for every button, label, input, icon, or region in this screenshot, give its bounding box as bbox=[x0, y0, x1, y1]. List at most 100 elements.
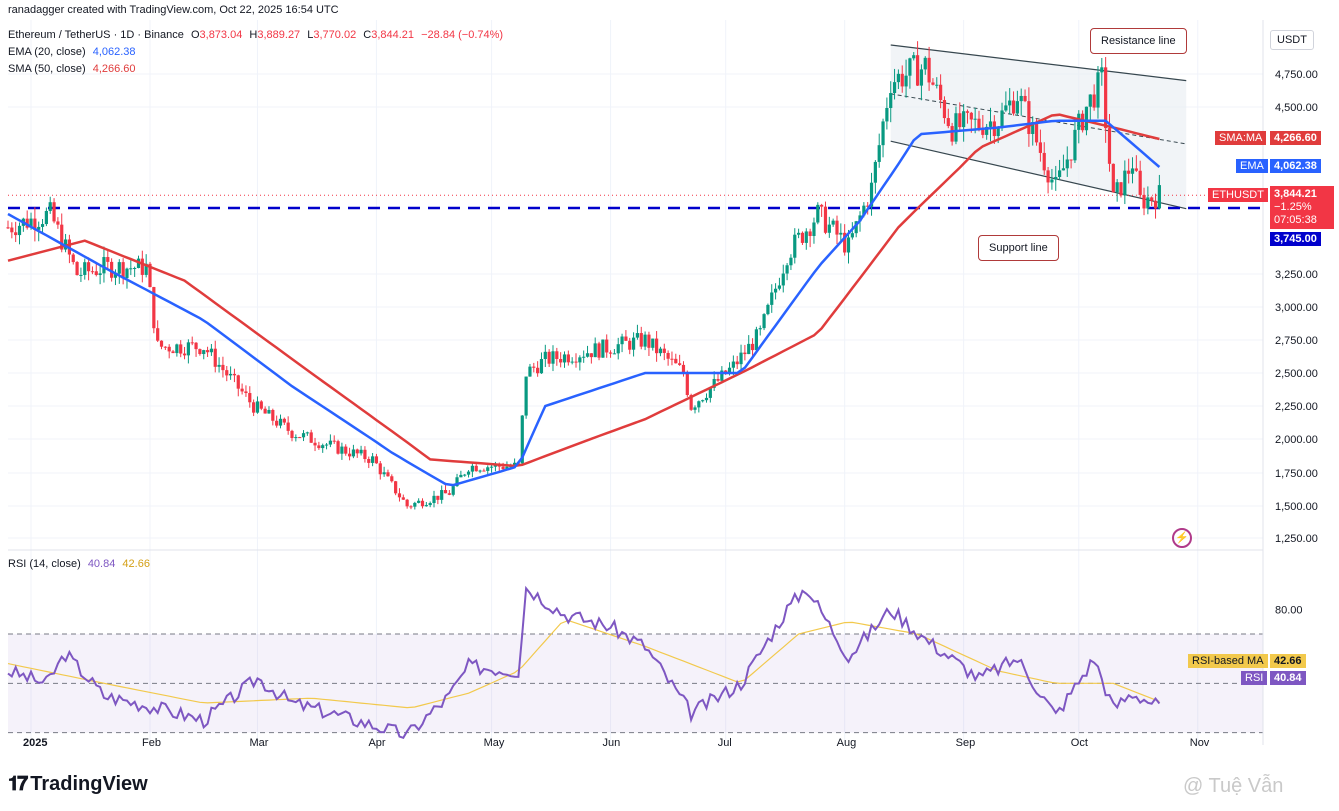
price-tick-label: 1,500.00 bbox=[1275, 501, 1318, 513]
rsi-label: RSI (14, close) bbox=[8, 558, 81, 570]
candle-body bbox=[635, 333, 640, 338]
candle-body bbox=[808, 231, 812, 237]
candle-body bbox=[428, 503, 432, 506]
open-label: O bbox=[190, 29, 200, 41]
rsi-legend[interactable]: RSI (14, close) 40.84 42.66 bbox=[8, 558, 150, 570]
candle-body bbox=[37, 226, 41, 230]
candle-body bbox=[225, 370, 229, 376]
candle-body bbox=[708, 387, 712, 398]
sma-label: SMA (50, close) bbox=[8, 63, 86, 75]
price-tick-label: 1,250.00 bbox=[1275, 533, 1318, 545]
candle-body bbox=[1119, 182, 1123, 196]
grid bbox=[8, 20, 1263, 745]
candle-body bbox=[674, 358, 678, 364]
lightning-icon[interactable]: ⚡ bbox=[1172, 528, 1192, 548]
candle-body bbox=[420, 500, 425, 507]
candle-body bbox=[524, 376, 528, 416]
candle-body bbox=[593, 343, 597, 358]
candle-body bbox=[608, 352, 613, 354]
sma-legend[interactable]: SMA (50, close) 4,266.60 bbox=[8, 63, 136, 75]
candle-body bbox=[685, 373, 689, 396]
candle-body bbox=[900, 73, 904, 87]
symbol-legend[interactable]: Ethereum / TetherUS · 1D · Binance O3,87… bbox=[8, 29, 503, 41]
time-tick-label: Sep bbox=[956, 737, 976, 749]
candle-body bbox=[363, 449, 367, 460]
candle-body bbox=[1130, 168, 1135, 174]
candle-body bbox=[777, 285, 782, 289]
candle-body bbox=[1157, 185, 1161, 209]
candle-body bbox=[820, 204, 824, 207]
candle-body bbox=[601, 339, 605, 358]
candle-body bbox=[789, 257, 793, 266]
resistance-callout: Resistance line bbox=[1090, 28, 1187, 54]
candle-body bbox=[1065, 159, 1069, 169]
candle-body bbox=[1096, 72, 1100, 108]
candle-body bbox=[328, 440, 332, 445]
candle-body bbox=[486, 467, 490, 471]
resistance-line bbox=[890, 44, 1187, 82]
candle-body bbox=[589, 353, 593, 358]
candle-body bbox=[1011, 100, 1016, 114]
candle-body bbox=[570, 361, 574, 363]
candle-body bbox=[931, 82, 935, 85]
price-tick-label: 2,250.00 bbox=[1275, 401, 1318, 413]
candle-body bbox=[1054, 176, 1058, 180]
candle-body bbox=[762, 314, 766, 329]
candle-body bbox=[551, 351, 555, 364]
candle-body bbox=[904, 75, 908, 87]
candle-body bbox=[94, 271, 98, 275]
candle-body bbox=[927, 57, 931, 83]
candle-body bbox=[40, 224, 45, 227]
candle-body bbox=[470, 465, 474, 472]
candle-body bbox=[1046, 170, 1050, 183]
candle-body bbox=[436, 495, 440, 500]
candle-body bbox=[823, 206, 828, 233]
time-tick-label: Nov bbox=[1190, 737, 1210, 749]
candle-body bbox=[1008, 100, 1012, 106]
candle-body bbox=[6, 227, 10, 229]
candle-body bbox=[555, 351, 559, 359]
candle-body bbox=[144, 263, 148, 275]
candle-body bbox=[681, 364, 686, 374]
candle-body bbox=[1000, 110, 1004, 129]
candle-body bbox=[179, 344, 183, 354]
candle-body bbox=[862, 205, 866, 216]
time-tick-label: May bbox=[484, 737, 505, 749]
candle-body bbox=[482, 470, 486, 472]
candle-body bbox=[455, 477, 459, 487]
time-tick-label: Jun bbox=[603, 737, 621, 749]
candle-body bbox=[1107, 128, 1112, 164]
candle-body bbox=[474, 465, 478, 472]
candle-body bbox=[90, 271, 95, 273]
candle-body bbox=[478, 470, 482, 472]
candle-body bbox=[324, 444, 329, 446]
currency-button[interactable]: USDT bbox=[1270, 30, 1314, 50]
candle-body bbox=[793, 234, 797, 258]
candle-body bbox=[451, 486, 455, 495]
candle-body bbox=[950, 126, 954, 142]
candle-body bbox=[881, 121, 885, 146]
candle-body bbox=[858, 215, 862, 222]
candle-body bbox=[374, 456, 379, 464]
candle-body bbox=[939, 84, 943, 101]
candle-body bbox=[965, 111, 970, 113]
candle-body bbox=[217, 364, 221, 367]
candle-body bbox=[1100, 67, 1104, 73]
candle-body bbox=[712, 378, 716, 388]
candle-body bbox=[1150, 197, 1154, 201]
rsi-axis-value: 40.84 bbox=[1270, 671, 1306, 685]
candle-body bbox=[44, 210, 48, 225]
sma-axis-value: 4,266.60 bbox=[1270, 131, 1321, 145]
ema-legend[interactable]: EMA (20, close) 4,062.38 bbox=[8, 46, 136, 58]
bar-countdown: 07:05:38 bbox=[1274, 214, 1317, 226]
channel-fill bbox=[890, 45, 1187, 209]
support-line bbox=[890, 140, 1187, 210]
tradingview-logo[interactable]: 𝟏𝟕 TradingView bbox=[8, 773, 148, 796]
candle-body bbox=[689, 395, 693, 410]
candle-body bbox=[106, 257, 110, 262]
watermark: @ Tuệ Vẫn bbox=[1183, 775, 1284, 797]
candle-body bbox=[394, 481, 398, 494]
candle-body bbox=[252, 402, 256, 413]
candle-body bbox=[71, 254, 75, 263]
